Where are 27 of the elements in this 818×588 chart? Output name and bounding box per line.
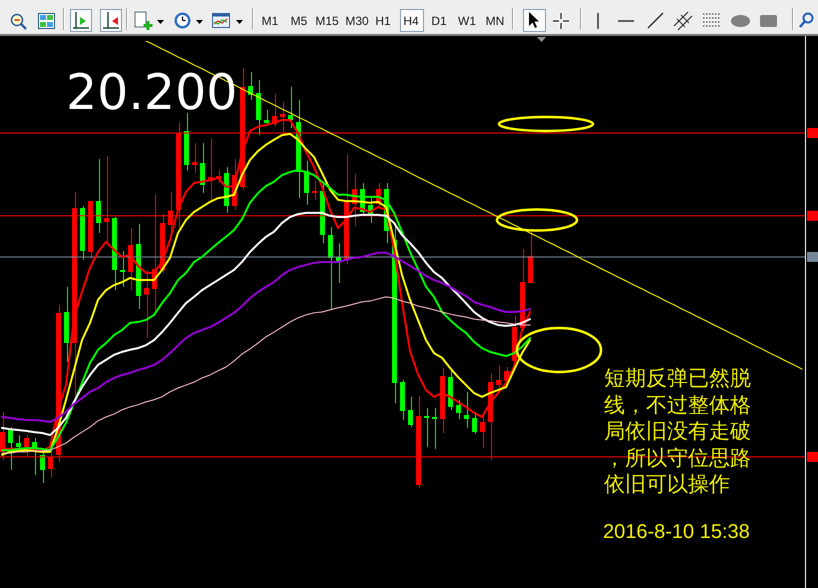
- candlestick: [312, 180, 317, 200]
- candlestick: [264, 109, 269, 126]
- candlestick: [192, 142, 197, 174]
- text: H1: [375, 14, 391, 28]
- text: 2016-8-10 15:38: [603, 520, 750, 545]
- text: D1: [431, 14, 447, 28]
- candlestick: [144, 269, 149, 339]
- text: MN: [486, 14, 504, 28]
- candlestick: [120, 250, 125, 288]
- candlestick: [432, 408, 437, 450]
- text: M5: [290, 14, 308, 28]
- text: M15: [315, 14, 339, 28]
- candlestick: [464, 391, 469, 428]
- candlestick: [96, 158, 101, 234]
- text: W1: [458, 14, 476, 28]
- candlestick: [328, 226, 333, 310]
- candlestick: [496, 364, 501, 394]
- candlestick: [200, 142, 205, 194]
- annotation: 20.200: [66, 64, 238, 121]
- text: H4: [403, 14, 419, 28]
- candlestick: [456, 399, 461, 420]
- candlestick: [408, 396, 413, 428]
- text: M1: [262, 14, 278, 28]
- candlestick: [248, 72, 253, 100]
- candlestick: [472, 411, 477, 434]
- candlestick: [424, 408, 429, 448]
- text: M30: [345, 14, 369, 28]
